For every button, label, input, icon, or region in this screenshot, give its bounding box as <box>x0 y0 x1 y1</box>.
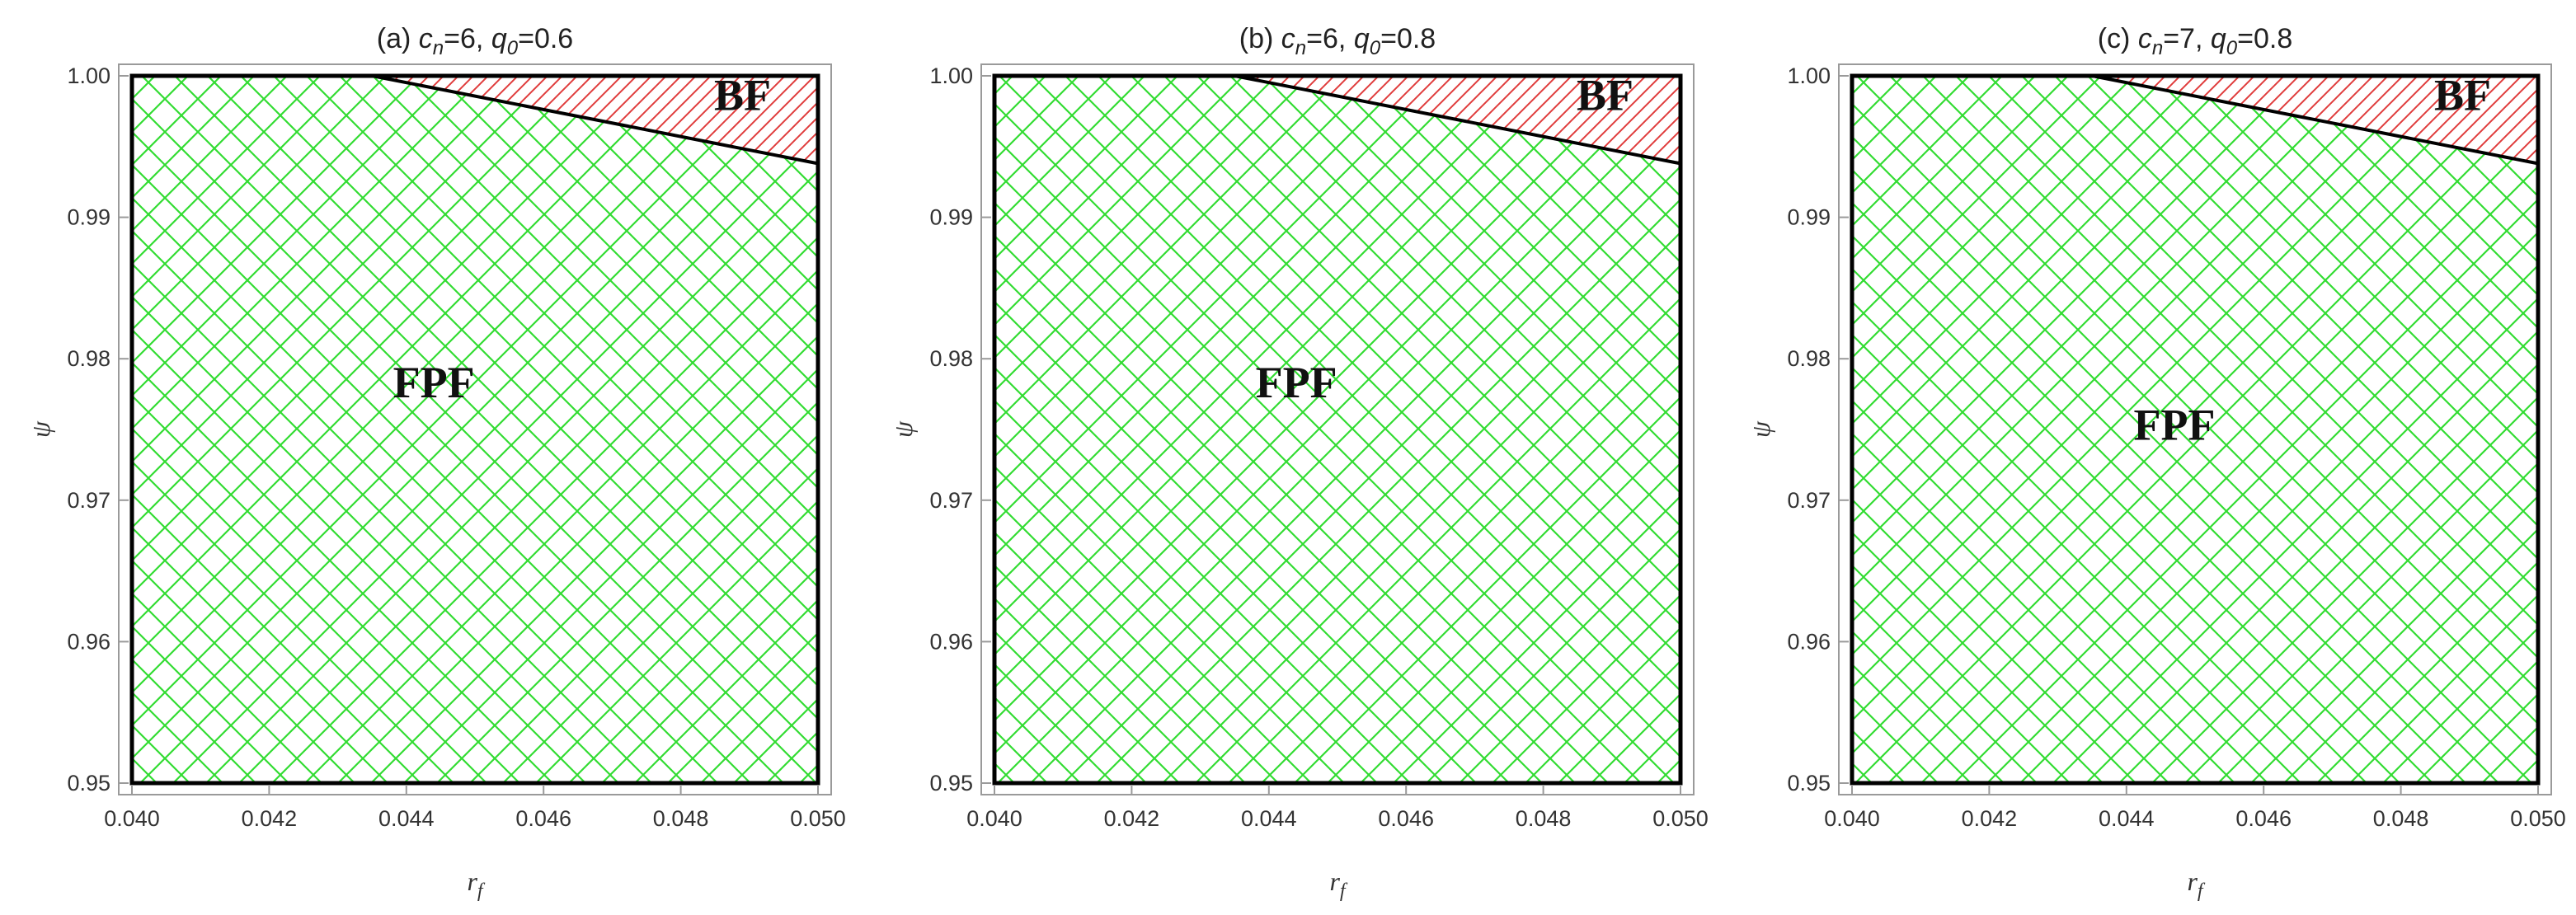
boundary-line <box>371 74 819 166</box>
title-c-value: =6, <box>444 23 491 54</box>
x-tick-label: 0.040 <box>1824 806 1880 831</box>
y-tick-label: 0.95 <box>929 771 973 795</box>
plot-frame <box>1838 63 2552 795</box>
title-q-value: =0.6 <box>518 23 573 54</box>
x-tick-label: 0.050 <box>2510 806 2566 831</box>
x-axis-label-subscript: f <box>2198 880 2206 902</box>
region-label-fpf: FPF <box>393 358 475 407</box>
title-prefix: (c) <box>2098 23 2138 54</box>
x-axis-label-subscript: f <box>1340 880 1348 902</box>
region-border <box>992 73 1683 786</box>
y-tick-label: 0.99 <box>929 205 973 230</box>
x-tick-label: 0.050 <box>1652 806 1709 831</box>
y-tick-label: 0.99 <box>67 205 110 230</box>
y-tick-label: 1.00 <box>67 63 110 88</box>
x-tick-label: 0.044 <box>1241 806 1297 831</box>
region-label-bf: BF <box>1577 71 1634 120</box>
y-tick-label: 0.96 <box>1787 629 1831 654</box>
x-tick-label: 0.046 <box>1378 806 1434 831</box>
region-label-fpf: FPF <box>2134 400 2216 449</box>
title-q-value: =0.8 <box>2237 23 2292 54</box>
region-fpf <box>1852 76 2538 783</box>
title-c: c <box>1281 23 1295 54</box>
y-tick-label: 0.96 <box>67 629 110 654</box>
y-axis-label: ψ <box>26 420 55 438</box>
x-tick-label: 0.042 <box>1104 806 1160 831</box>
title-q-value: =0.8 <box>1380 23 1436 54</box>
x-tick-label: 0.040 <box>966 806 1022 831</box>
x-axis-label: rf <box>2187 866 2205 902</box>
chart-title: (a) cn=6, q0=0.6 <box>377 23 573 59</box>
x-tick-label: 0.050 <box>790 806 846 831</box>
chart-title: (b) cn=6, q0=0.8 <box>1239 23 1436 59</box>
x-axis-label: rf <box>467 866 485 902</box>
plot-frame <box>118 63 832 795</box>
title-c-value: =6, <box>1306 23 1354 54</box>
y-tick-label: 0.97 <box>1787 488 1831 513</box>
x-axis-label-main: r <box>2187 866 2198 896</box>
chart-panel-b: FPF BF 0.040 0.042 0.044 0.046 0.048 0.050 0.95 0… <box>888 23 1709 902</box>
y-axis-label: ψ <box>888 420 918 438</box>
y-axis-label: ψ <box>1746 420 1775 438</box>
y-tick-label: 0.95 <box>1787 771 1831 795</box>
x-axis-label: rf <box>1329 866 1347 902</box>
title-q-subscript: 0 <box>2226 37 2238 59</box>
title-q: q <box>2211 23 2226 54</box>
title-c: c <box>2138 23 2152 54</box>
title-prefix: (a) <box>377 23 419 54</box>
x-tick-label: 0.048 <box>2373 806 2429 831</box>
title-q: q <box>1354 23 1370 54</box>
x-tick-label: 0.048 <box>1516 806 1572 831</box>
x-tick-label: 0.042 <box>242 806 298 831</box>
region-label-fpf: FPF <box>1256 358 1337 407</box>
x-axis-label-subscript: f <box>477 880 486 902</box>
boundary-line <box>2091 74 2539 166</box>
region-label-bf: BF <box>2434 71 2491 120</box>
title-c: c <box>419 23 433 54</box>
title-prefix: (b) <box>1239 23 1281 54</box>
title-c-subscript: n <box>2152 37 2163 59</box>
title-c-subscript: n <box>433 37 444 59</box>
x-tick-label: 0.048 <box>653 806 709 831</box>
region-fpf <box>994 76 1681 783</box>
title-q-subscript: 0 <box>1370 37 1381 59</box>
title-c-value: =7, <box>2163 23 2211 54</box>
boundary-line <box>1234 74 1681 166</box>
region-border <box>1850 73 2541 786</box>
x-tick-label: 0.046 <box>2235 806 2292 831</box>
chart-panel-c: FPF BF 0.040 0.042 0.044 0.046 0.048 0.050 0.95 0… <box>1746 23 2566 902</box>
y-tick-label: 1.00 <box>929 63 973 88</box>
y-tick-label: 0.98 <box>929 346 973 371</box>
plot-frame <box>980 63 1695 795</box>
y-tick-label: 0.99 <box>1787 205 1831 230</box>
x-tick-label: 0.044 <box>378 806 435 831</box>
y-tick-label: 0.98 <box>1787 346 1831 371</box>
y-tick-label: 0.98 <box>67 346 110 371</box>
y-tick-label: 0.97 <box>929 488 973 513</box>
x-axis-label-main: r <box>467 866 477 896</box>
y-tick-label: 1.00 <box>1787 63 1831 88</box>
y-tick-label: 0.97 <box>67 488 110 513</box>
x-tick-label: 0.042 <box>1962 806 2018 831</box>
title-q: q <box>491 23 507 54</box>
region-label-bf: BF <box>714 71 771 120</box>
x-tick-label: 0.044 <box>2099 806 2155 831</box>
x-tick-label: 0.040 <box>104 806 160 831</box>
x-axis-label-main: r <box>1329 866 1340 896</box>
title-q-subscript: 0 <box>507 37 519 59</box>
chart-title: (c) cn=7, q0=0.8 <box>2098 23 2293 59</box>
title-c-subscript: n <box>1295 37 1306 59</box>
x-tick-label: 0.046 <box>515 806 571 831</box>
chart-panel-a: FPF BF 0.040 0.042 0.044 0.046 0.048 0.050 0.95 0… <box>26 23 846 902</box>
region-border <box>129 73 820 786</box>
y-tick-label: 0.95 <box>67 771 110 795</box>
region-fpf <box>132 76 818 783</box>
y-tick-label: 0.96 <box>929 629 973 654</box>
